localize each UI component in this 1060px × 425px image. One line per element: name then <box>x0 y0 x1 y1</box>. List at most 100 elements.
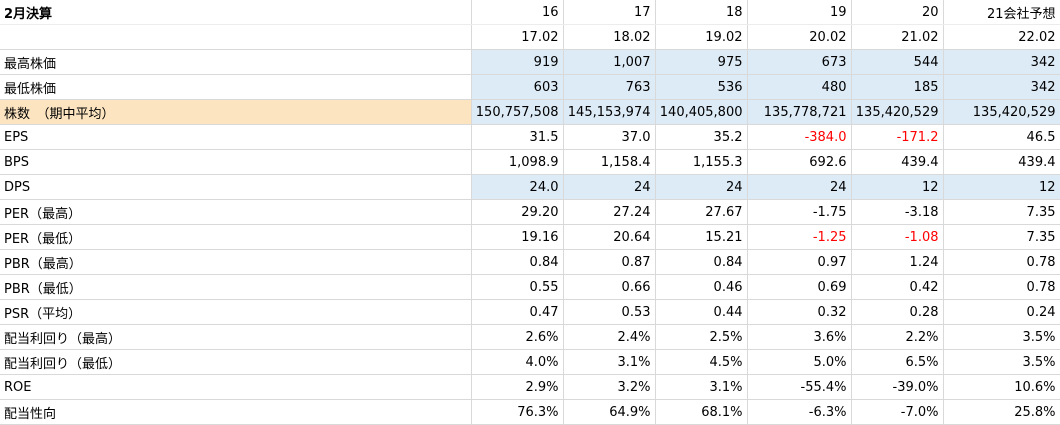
row-label[interactable]: PER（最低） <box>0 224 472 250</box>
value-cell[interactable]: 3.1% <box>655 374 748 400</box>
value-cell[interactable]: -3.18 <box>851 199 944 225</box>
row-label[interactable]: DPS <box>0 174 472 200</box>
value-cell[interactable]: 0.47 <box>471 299 564 325</box>
value-cell[interactable]: 7.35 <box>943 199 1060 225</box>
value-cell[interactable]: 480 <box>747 74 852 100</box>
value-cell[interactable]: 15.21 <box>655 224 748 250</box>
value-cell[interactable]: 763 <box>563 74 656 100</box>
value-cell[interactable]: 24.0 <box>471 174 564 200</box>
value-cell[interactable]: 135,778,721 <box>747 99 852 125</box>
value-cell[interactable]: 12 <box>943 174 1060 200</box>
row-label[interactable]: 最低株価 <box>0 74 472 100</box>
row-label[interactable]: 株数 （期中平均） <box>0 99 472 125</box>
cell-year[interactable]: 18 <box>655 0 748 25</box>
value-cell[interactable]: 145,153,974 <box>563 99 656 125</box>
value-cell[interactable]: 0.84 <box>471 249 564 275</box>
value-cell[interactable]: 1,098.9 <box>471 149 564 175</box>
value-cell[interactable]: -7.0% <box>851 399 944 425</box>
value-cell[interactable]: 3.6% <box>747 324 852 350</box>
cell-empty[interactable] <box>0 24 472 50</box>
cell-year[interactable]: 20 <box>851 0 944 25</box>
value-cell[interactable]: 919 <box>471 49 564 75</box>
value-cell[interactable]: 0.78 <box>943 249 1060 275</box>
value-cell[interactable]: 3.5% <box>943 349 1060 375</box>
value-cell[interactable]: -1.25 <box>747 224 852 250</box>
value-cell[interactable]: 2.6% <box>471 324 564 350</box>
value-cell[interactable]: 35.2 <box>655 124 748 150</box>
cell-year[interactable]: 17 <box>563 0 656 25</box>
value-cell[interactable]: 1,007 <box>563 49 656 75</box>
value-cell[interactable]: 4.5% <box>655 349 748 375</box>
value-cell[interactable]: 46.5 <box>943 124 1060 150</box>
value-cell[interactable]: 24 <box>655 174 748 200</box>
value-cell[interactable]: 12 <box>851 174 944 200</box>
cell-period[interactable]: 18.02 <box>563 24 656 50</box>
value-cell[interactable]: 0.42 <box>851 274 944 300</box>
value-cell[interactable]: 25.8% <box>943 399 1060 425</box>
value-cell[interactable]: 19.16 <box>471 224 564 250</box>
value-cell[interactable]: 3.1% <box>563 349 656 375</box>
value-cell[interactable]: 64.9% <box>563 399 656 425</box>
value-cell[interactable]: 20.64 <box>563 224 656 250</box>
row-label[interactable]: BPS <box>0 149 472 175</box>
value-cell[interactable]: 2.9% <box>471 374 564 400</box>
value-cell[interactable]: 0.55 <box>471 274 564 300</box>
value-cell[interactable]: 439.4 <box>943 149 1060 175</box>
cell-period[interactable]: 20.02 <box>747 24 852 50</box>
value-cell[interactable]: 0.28 <box>851 299 944 325</box>
value-cell[interactable]: 1,158.4 <box>563 149 656 175</box>
value-cell[interactable]: -384.0 <box>747 124 852 150</box>
value-cell[interactable]: 0.78 <box>943 274 1060 300</box>
value-cell[interactable]: 3.2% <box>563 374 656 400</box>
row-label[interactable]: EPS <box>0 124 472 150</box>
value-cell[interactable]: 27.67 <box>655 199 748 225</box>
value-cell[interactable]: 3.5% <box>943 324 1060 350</box>
value-cell[interactable]: 0.87 <box>563 249 656 275</box>
value-cell[interactable]: 0.53 <box>563 299 656 325</box>
value-cell[interactable]: 439.4 <box>851 149 944 175</box>
value-cell[interactable]: 7.35 <box>943 224 1060 250</box>
value-cell[interactable]: 975 <box>655 49 748 75</box>
value-cell[interactable]: 185 <box>851 74 944 100</box>
cell-year[interactable]: 19 <box>747 0 852 25</box>
row-label[interactable]: 最高株価 <box>0 49 472 75</box>
value-cell[interactable]: 1,155.3 <box>655 149 748 175</box>
value-cell[interactable]: 0.97 <box>747 249 852 275</box>
value-cell[interactable]: 0.44 <box>655 299 748 325</box>
cell-period[interactable]: 19.02 <box>655 24 748 50</box>
value-cell[interactable]: 150,757,508 <box>471 99 564 125</box>
value-cell[interactable]: -171.2 <box>851 124 944 150</box>
row-label[interactable]: ROE <box>0 374 472 400</box>
value-cell[interactable]: 2.5% <box>655 324 748 350</box>
value-cell[interactable]: 0.32 <box>747 299 852 325</box>
value-cell[interactable]: 31.5 <box>471 124 564 150</box>
value-cell[interactable]: 27.24 <box>563 199 656 225</box>
value-cell[interactable]: 135,420,529 <box>851 99 944 125</box>
value-cell[interactable]: 603 <box>471 74 564 100</box>
cell-period[interactable]: 21.02 <box>851 24 944 50</box>
value-cell[interactable]: 1.24 <box>851 249 944 275</box>
value-cell[interactable]: 29.20 <box>471 199 564 225</box>
value-cell[interactable]: -6.3% <box>747 399 852 425</box>
value-cell[interactable]: 2.4% <box>563 324 656 350</box>
value-cell[interactable]: 5.0% <box>747 349 852 375</box>
value-cell[interactable]: 0.66 <box>563 274 656 300</box>
row-label[interactable]: PSR（平均） <box>0 299 472 325</box>
value-cell[interactable]: -1.08 <box>851 224 944 250</box>
value-cell[interactable]: 673 <box>747 49 852 75</box>
value-cell[interactable]: 0.46 <box>655 274 748 300</box>
value-cell[interactable]: 24 <box>563 174 656 200</box>
value-cell[interactable]: 692.6 <box>747 149 852 175</box>
row-label[interactable]: PER（最高） <box>0 199 472 225</box>
cell-year[interactable]: 21会社予想 <box>943 0 1060 25</box>
value-cell[interactable]: 2.2% <box>851 324 944 350</box>
value-cell[interactable]: 68.1% <box>655 399 748 425</box>
value-cell[interactable]: 0.24 <box>943 299 1060 325</box>
value-cell[interactable]: 140,405,800 <box>655 99 748 125</box>
cell-title[interactable]: 2月決算 <box>0 0 472 25</box>
value-cell[interactable]: 342 <box>943 49 1060 75</box>
value-cell[interactable]: 544 <box>851 49 944 75</box>
value-cell[interactable]: 135,420,529 <box>943 99 1060 125</box>
value-cell[interactable]: -1.75 <box>747 199 852 225</box>
value-cell[interactable]: 4.0% <box>471 349 564 375</box>
